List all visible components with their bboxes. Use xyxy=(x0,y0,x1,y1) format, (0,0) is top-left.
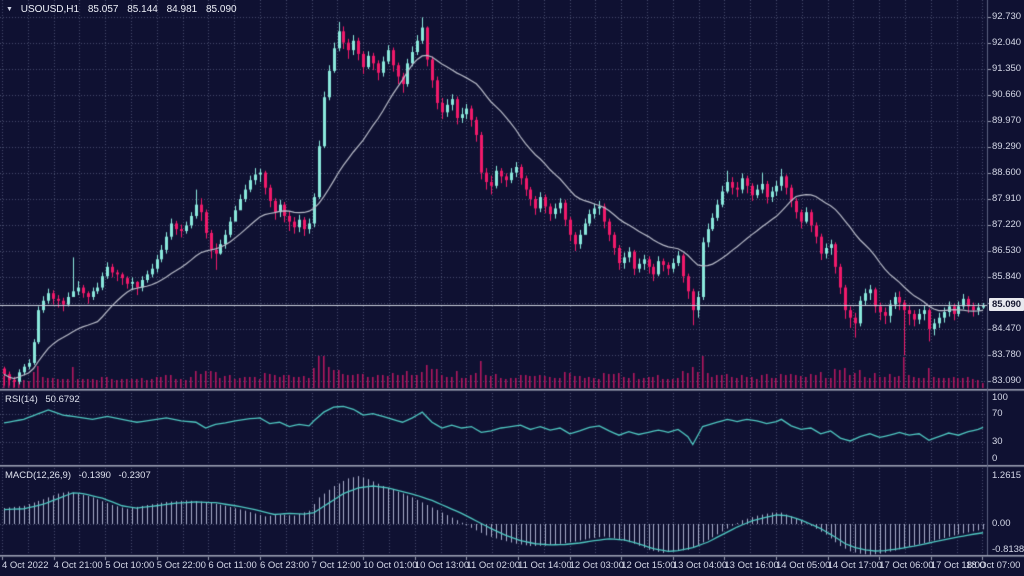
symbol-ohlc-readout: ▼ USOUSD,H1 85.057 85.144 84.981 85.090 xyxy=(6,4,243,15)
current-price-badge: 85.090 xyxy=(989,298,1024,311)
macd-axis-label: 0.00 xyxy=(992,518,1011,529)
time-axis-label: 18 Oct 07:00 xyxy=(966,560,1021,571)
price-axis-label: 83.780 xyxy=(992,349,1022,360)
macd-axis-label: 1.2615 xyxy=(992,470,1022,482)
macd-label: MACD(12,26,9) xyxy=(5,470,71,481)
rsi-axis-label: 70 xyxy=(992,407,1003,419)
time-axis-label: 17 Oct 18:00 xyxy=(930,560,986,571)
rsi-axis-label: 30 xyxy=(992,436,1003,448)
price-axis-label: 92.730 xyxy=(992,11,1022,22)
price-axis-label: 83.090 xyxy=(992,375,1022,386)
symbol-name: USOUSD,H1 xyxy=(20,4,80,15)
rsi-axis-label: 100 xyxy=(992,392,1008,403)
price-axis-label: 87.910 xyxy=(992,193,1022,204)
time-axis-label: 11 Oct 14:00 xyxy=(518,560,572,571)
rsi-indicator-title: RSI(14) 50.6792 xyxy=(5,394,85,405)
price-axis-label: 86.530 xyxy=(992,245,1022,256)
rsi-label: RSI(14) xyxy=(5,394,38,405)
macd-main-value: -0.1390 xyxy=(78,470,111,481)
macd-signal-value: -0.2307 xyxy=(118,470,151,481)
macd-indicator-title: MACD(12,26,9) -0.1390 -0.2307 xyxy=(5,470,156,481)
time-axis-label: 4 Oct 21:00 xyxy=(53,560,103,571)
price-axis-label: 89.970 xyxy=(992,115,1022,126)
time-axis-label: 5 Oct 22:00 xyxy=(156,560,206,571)
time-axis-label: 4 Oct 2022 xyxy=(2,560,49,571)
readout-close: 85.090 xyxy=(205,4,237,15)
macd-axis-label: -0.8138 xyxy=(992,544,1024,555)
price-axis-label: 85.840 xyxy=(992,271,1022,282)
readout-high: 85.144 xyxy=(127,4,158,15)
time-axis-label: 11 Oct 02:00 xyxy=(466,560,521,571)
time-axis-label: 10 Oct 13:00 xyxy=(414,560,470,571)
price-axis-label: 90.660 xyxy=(992,89,1022,100)
time-axis-label: 14 Oct 05:00 xyxy=(776,560,831,571)
time-axis-label: 5 Oct 10:00 xyxy=(105,560,155,571)
time-axis-label: 12 Oct 03:00 xyxy=(569,560,624,571)
time-axis-label: 17 Oct 06:00 xyxy=(879,560,934,571)
time-axis-label: 7 Oct 12:00 xyxy=(311,560,361,571)
time-axis-label: 12 Oct 15:00 xyxy=(621,560,676,571)
time-axis-label: 14 Oct 17:00 xyxy=(827,560,882,571)
time-axis-label: 10 Oct 01:00 xyxy=(363,560,418,571)
time-axis-label: 6 Oct 11:00 xyxy=(208,560,257,571)
rsi-value: 50.6792 xyxy=(45,394,80,405)
readout-open: 85.057 xyxy=(87,4,119,15)
price-axis-label: 84.470 xyxy=(992,323,1022,334)
price-axis-label: 87.220 xyxy=(992,219,1022,230)
readout-low: 84.981 xyxy=(166,4,198,15)
price-axis-label: 88.600 xyxy=(992,167,1022,178)
time-axis-label: 13 Oct 16:00 xyxy=(724,560,779,571)
rsi-axis-label: 0 xyxy=(992,453,998,464)
time-axis-label: 13 Oct 04:00 xyxy=(672,560,728,571)
price-axis-label: 91.350 xyxy=(992,63,1022,74)
price-axis-label: 89.290 xyxy=(992,141,1022,152)
time-axis-label: 6 Oct 23:00 xyxy=(260,560,310,571)
price-axis-label: 92.040 xyxy=(992,37,1022,48)
chart-marker-icon: ▼ xyxy=(6,6,13,13)
